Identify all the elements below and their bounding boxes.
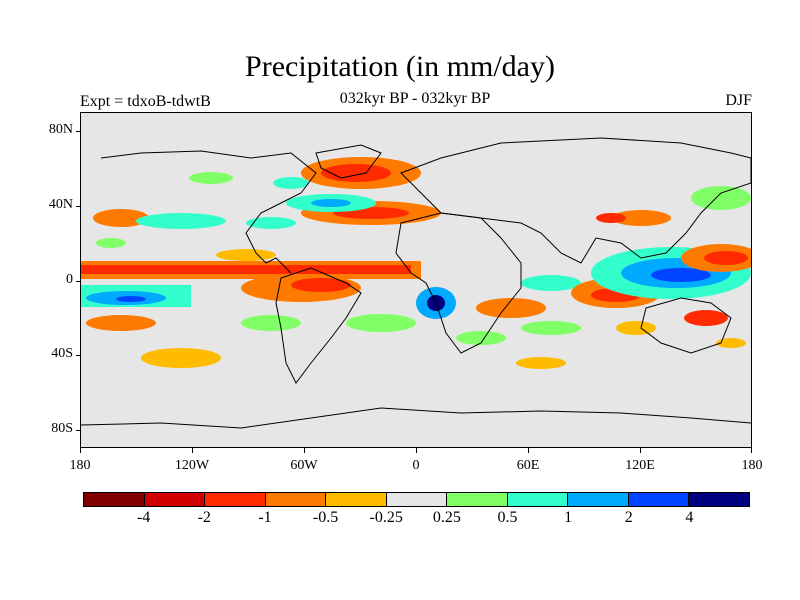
anomaly-patch bbox=[141, 348, 221, 368]
colorbar-swatch bbox=[84, 493, 145, 506]
colorbar-swatch bbox=[386, 493, 448, 506]
colorbar-label: -1 bbox=[258, 509, 272, 526]
anomaly-patch bbox=[596, 213, 626, 223]
coastline-eurasia bbox=[400, 137, 751, 264]
colorbar-swatch bbox=[265, 493, 327, 506]
anomaly-patch bbox=[521, 275, 581, 291]
lon-label-120e: 120E bbox=[625, 458, 655, 473]
precipitation-map bbox=[80, 112, 752, 448]
colorbar-swatch bbox=[447, 493, 508, 506]
lon-tick bbox=[640, 448, 641, 453]
anomaly-patch bbox=[684, 310, 728, 326]
colorbar-label: -4 bbox=[136, 509, 151, 526]
anomaly-patch bbox=[716, 338, 746, 348]
anomaly-patch bbox=[291, 278, 351, 292]
lat-label-40s: 40S bbox=[51, 346, 73, 361]
coastline-north-america bbox=[100, 150, 317, 274]
lon-tick bbox=[528, 448, 529, 453]
lat-label-40n: 40N bbox=[48, 197, 73, 212]
colorbar-swatch bbox=[507, 493, 569, 506]
lat-tick bbox=[76, 131, 80, 132]
coastlines bbox=[81, 137, 751, 429]
lon-label-60w: 60W bbox=[290, 458, 318, 473]
colorbar-swatch bbox=[144, 493, 206, 506]
coastline-south-america bbox=[275, 267, 362, 384]
anomaly-patch bbox=[93, 209, 149, 227]
experiment-label: Expt = tdxoB-tdwtB bbox=[80, 93, 211, 110]
lat-label-80n: 80N bbox=[48, 122, 73, 137]
lat-label-80s: 80S bbox=[51, 421, 73, 436]
anomaly-patch bbox=[273, 177, 309, 189]
lat-tick bbox=[76, 355, 80, 356]
colorbar bbox=[83, 492, 750, 507]
lon-tick bbox=[751, 448, 752, 453]
colorbar-label: 0.25 bbox=[432, 509, 461, 526]
colorbar-label: 2 bbox=[624, 509, 633, 526]
anomaly-patch bbox=[611, 210, 671, 226]
anomaly-patch bbox=[136, 213, 226, 229]
coastline-africa bbox=[395, 212, 522, 354]
colorbar-label: -2 bbox=[197, 509, 211, 526]
anomaly-patch bbox=[116, 296, 146, 302]
colorbar-label: 1 bbox=[564, 509, 573, 526]
lon-tick bbox=[304, 448, 305, 453]
anomaly-patch bbox=[241, 315, 301, 331]
colorbar-swatch bbox=[628, 493, 690, 506]
lon-label-0: 0 bbox=[412, 458, 420, 473]
anomaly-patch bbox=[216, 249, 276, 261]
lon-label-180e: 180 bbox=[741, 458, 763, 473]
anomaly-patch bbox=[616, 321, 656, 335]
anomaly-patch bbox=[246, 217, 296, 229]
anomaly-patch bbox=[704, 251, 748, 265]
lat-tick bbox=[76, 430, 80, 431]
colorbar-label: 4 bbox=[685, 509, 694, 526]
lat-label-0: 0 bbox=[66, 272, 73, 287]
anomaly-patch bbox=[651, 268, 711, 282]
colorbar-swatch bbox=[689, 493, 750, 506]
lon-tick bbox=[192, 448, 193, 453]
anomaly-patch bbox=[86, 315, 156, 331]
lon-label-180w: 180 bbox=[69, 458, 91, 473]
anomaly-patch bbox=[311, 199, 351, 207]
anomaly-patch bbox=[516, 357, 566, 369]
coastline-antarctica bbox=[81, 407, 751, 429]
lat-tick bbox=[76, 281, 80, 282]
anomaly-patch bbox=[96, 238, 126, 248]
anomaly-patch bbox=[521, 321, 581, 335]
lon-label-120w: 120W bbox=[174, 458, 210, 473]
anomaly-patch bbox=[321, 164, 391, 182]
season-label: DJF bbox=[725, 92, 752, 109]
anomaly-patch bbox=[476, 298, 546, 318]
lon-label-60e: 60E bbox=[516, 458, 540, 473]
anomaly-patch bbox=[189, 172, 233, 184]
anomaly-patch bbox=[81, 265, 411, 274]
plot-title: Precipitation (in mm/day) bbox=[245, 50, 555, 83]
colorbar-label: -0.5 bbox=[312, 509, 339, 526]
lon-tick bbox=[416, 448, 417, 453]
anomaly-patch bbox=[691, 186, 751, 210]
coastline-australia bbox=[640, 297, 732, 354]
colorbar-label: -0.25 bbox=[369, 509, 403, 526]
coastline-greenland bbox=[315, 144, 382, 179]
lon-tick bbox=[80, 448, 81, 453]
anomaly-patches bbox=[81, 157, 751, 369]
colorbar-swatch bbox=[326, 493, 387, 506]
plot-subtitle: 032kyr BP - 032kyr BP bbox=[339, 90, 491, 107]
colorbar-label: 0.5 bbox=[497, 509, 518, 526]
colorbar-swatch bbox=[205, 493, 266, 506]
anomaly-patch bbox=[456, 331, 506, 345]
anomaly-patch bbox=[346, 314, 416, 332]
colorbar-swatch bbox=[568, 493, 629, 506]
lat-tick bbox=[76, 206, 80, 207]
